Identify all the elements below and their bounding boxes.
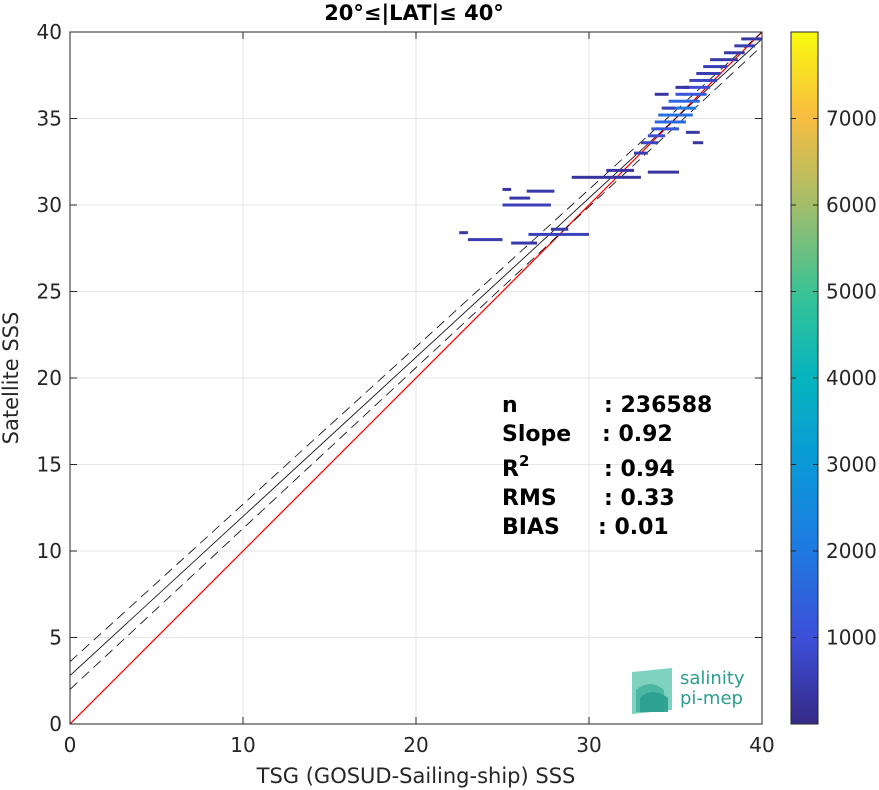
density-cell	[571, 175, 641, 179]
density-cell	[703, 65, 728, 69]
stat-key: RMS	[502, 486, 557, 511]
y-tick-label: 35	[37, 107, 62, 131]
y-tick-label: 15	[37, 453, 62, 477]
density-cell	[692, 141, 704, 145]
density-cell	[685, 130, 700, 134]
logo-line2: pi-mep	[680, 688, 743, 709]
x-tick-label: 30	[576, 733, 601, 757]
colorbar-tick-label: 5000	[826, 280, 877, 304]
x-tick-label: 40	[749, 733, 774, 757]
density-cell	[661, 106, 676, 110]
density-cell	[467, 238, 503, 242]
x-tick-label: 20	[403, 733, 428, 757]
density-cell	[647, 170, 679, 174]
colorbar-ticks: 1000 2000 3000 4000 5000 6000 7000	[791, 107, 877, 650]
density-cell	[689, 78, 718, 82]
density-cloud	[459, 37, 762, 245]
density-cell	[509, 196, 531, 200]
density-cell	[675, 85, 690, 89]
stat-key: Slope	[502, 422, 571, 447]
y-tick-label: 30	[37, 193, 62, 217]
density-cell	[502, 187, 512, 191]
density-cell	[633, 151, 648, 155]
density-cell	[658, 113, 693, 117]
density-cell	[502, 203, 551, 207]
y-tick-label: 25	[37, 280, 62, 304]
logo-line1: salinity	[680, 668, 745, 689]
density-cell	[606, 168, 634, 172]
density-cell	[654, 120, 686, 124]
density-cell	[668, 99, 700, 103]
x-tick-label: 10	[230, 733, 255, 757]
stat-key: BIAS	[502, 515, 560, 540]
y-tick-label: 10	[37, 539, 62, 563]
y-tick-label: 5	[49, 626, 62, 650]
density-cell	[696, 72, 721, 76]
density-cell	[741, 37, 762, 41]
x-tick-label: 0	[64, 733, 77, 757]
density-cell	[723, 51, 745, 55]
density-cell	[459, 231, 468, 235]
stat-value: : 0.33	[604, 486, 675, 511]
density-cell	[651, 127, 679, 131]
y-tick-label: 20	[37, 366, 62, 390]
density-cell	[640, 141, 659, 145]
density-cell	[528, 232, 589, 236]
reference-line	[70, 32, 762, 663]
y-tick-label: 0	[49, 712, 62, 736]
stat-value: : 0.92	[602, 422, 673, 447]
density-cell	[710, 58, 738, 62]
chart-title: 20°≤|LAT|≤ 40°	[324, 1, 504, 26]
density-cell	[511, 241, 538, 245]
density-cell	[682, 85, 711, 89]
y-axis-label: Satellite SSS	[0, 312, 23, 445]
density-cell	[526, 189, 555, 193]
y-tick-label: 40	[37, 20, 62, 44]
stat-value: : 0.01	[598, 515, 669, 540]
reference-line	[70, 32, 762, 724]
colorbar-tick-label: 1000	[826, 626, 877, 650]
x-axis-label: TSG (GOSUD-Sailing-ship) SSS	[256, 764, 576, 788]
salinity-pi-mep-logo: salinity pi-mep	[632, 668, 745, 714]
density-cell	[665, 106, 697, 110]
colorbar-tick-label: 3000	[826, 453, 877, 477]
density-cell	[550, 227, 569, 231]
logo-icon	[632, 668, 672, 714]
density-cell	[675, 92, 707, 96]
stat-value: : 236588	[604, 393, 712, 418]
reference-line	[70, 38, 762, 676]
stat-key: n	[502, 393, 518, 418]
colorbar-tick-label: 6000	[826, 193, 877, 217]
density-cell	[654, 92, 669, 96]
colorbar-tick-label: 4000	[826, 366, 877, 390]
axis-ticks: 0 10 20 30 40 0 5 10 15 20 25 30 35 40	[37, 20, 775, 757]
colorbar-tick-label: 2000	[826, 539, 877, 563]
colorbar-tick-label: 7000	[826, 107, 877, 131]
density-cell	[734, 44, 756, 48]
stat-value: : 0.94	[604, 457, 675, 482]
density-cell	[647, 134, 666, 138]
